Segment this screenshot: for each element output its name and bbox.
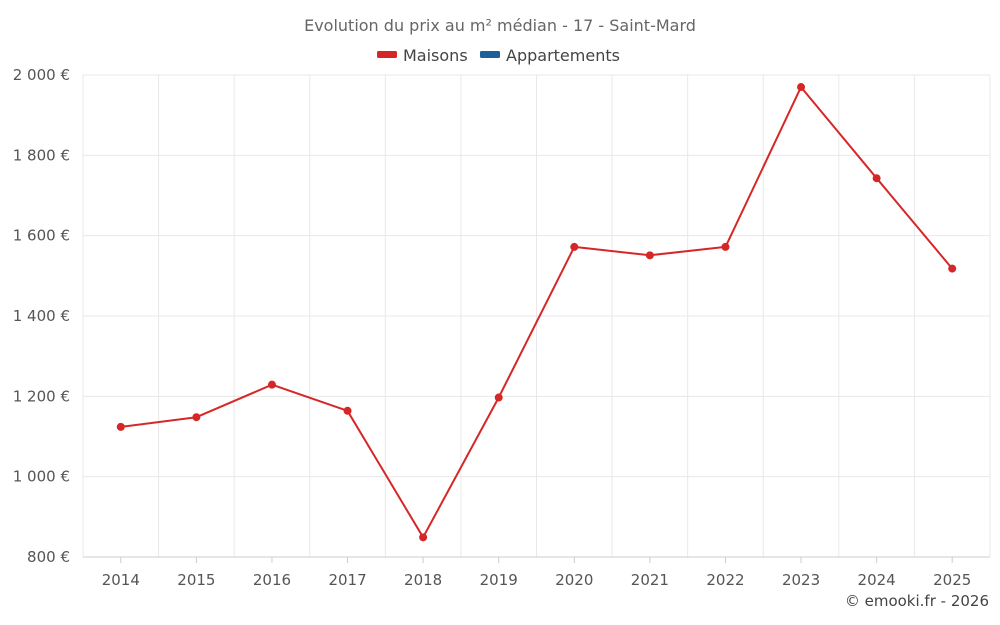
x-tick-label: 2025: [933, 571, 971, 589]
y-tick-label: 1 000 €: [13, 468, 70, 486]
legend-label-appartements: Appartements: [506, 46, 620, 65]
x-tick-label: 2015: [177, 571, 215, 589]
x-tick-label: 2016: [253, 571, 291, 589]
legend-item-appartements[interactable]: Appartements: [480, 46, 620, 65]
chart-title: Evolution du prix au m² médian - 17 - Sa…: [304, 16, 696, 35]
data-point-2025[interactable]: [948, 264, 957, 273]
legend: Maisons Appartements: [377, 46, 620, 65]
y-tick-label: 2 000 €: [13, 66, 70, 84]
legend-swatch-maisons: [377, 51, 397, 58]
data-point-2024[interactable]: [872, 174, 881, 183]
data-point-2018[interactable]: [419, 533, 428, 542]
data-point-2014[interactable]: [116, 422, 125, 431]
legend-label-maisons: Maisons: [403, 46, 468, 65]
x-tick-label: 2024: [858, 571, 896, 589]
x-tick-label: 2018: [404, 571, 442, 589]
x-tick-label: 2023: [782, 571, 820, 589]
y-tick-label: 1 600 €: [13, 227, 70, 245]
y-tick-label: 800 €: [27, 548, 70, 566]
data-point-2021[interactable]: [645, 251, 654, 260]
data-point-2017[interactable]: [343, 406, 352, 415]
x-axis: 2014 2015 2016 2017 2018 2019 2020 2021 2022 2023…: [83, 556, 990, 589]
grid: [82, 74, 991, 557]
legend-swatch-appartements: [480, 51, 500, 58]
data-point-2022[interactable]: [721, 242, 730, 251]
data-point-2023[interactable]: [797, 83, 806, 92]
x-tick-label: 2022: [706, 571, 744, 589]
y-tick-label: 1 800 €: [13, 146, 70, 164]
data-point-2016[interactable]: [267, 380, 276, 389]
data-point-2020[interactable]: [570, 242, 579, 251]
y-axis: 800 € 1 000 € 1 200 € 1 400 € 1 600 € 1 800 €…: [13, 66, 70, 566]
series-maisons: [116, 83, 957, 542]
data-point-2019[interactable]: [494, 393, 503, 402]
x-tick-label: 2021: [631, 571, 669, 589]
x-tick-label: 2014: [102, 571, 140, 589]
legend-item-maisons[interactable]: Maisons: [377, 46, 468, 65]
y-tick-label: 1 200 €: [13, 387, 70, 405]
series-line-maisons: [120, 86, 953, 539]
x-tick-label: 2017: [328, 571, 366, 589]
x-tick-label: 2019: [480, 571, 518, 589]
copyright-credit: © emooki.fr - 2026: [844, 592, 989, 610]
data-point-2015[interactable]: [192, 413, 201, 422]
x-tick-label: 2020: [555, 571, 593, 589]
y-tick-label: 1 400 €: [13, 307, 70, 325]
